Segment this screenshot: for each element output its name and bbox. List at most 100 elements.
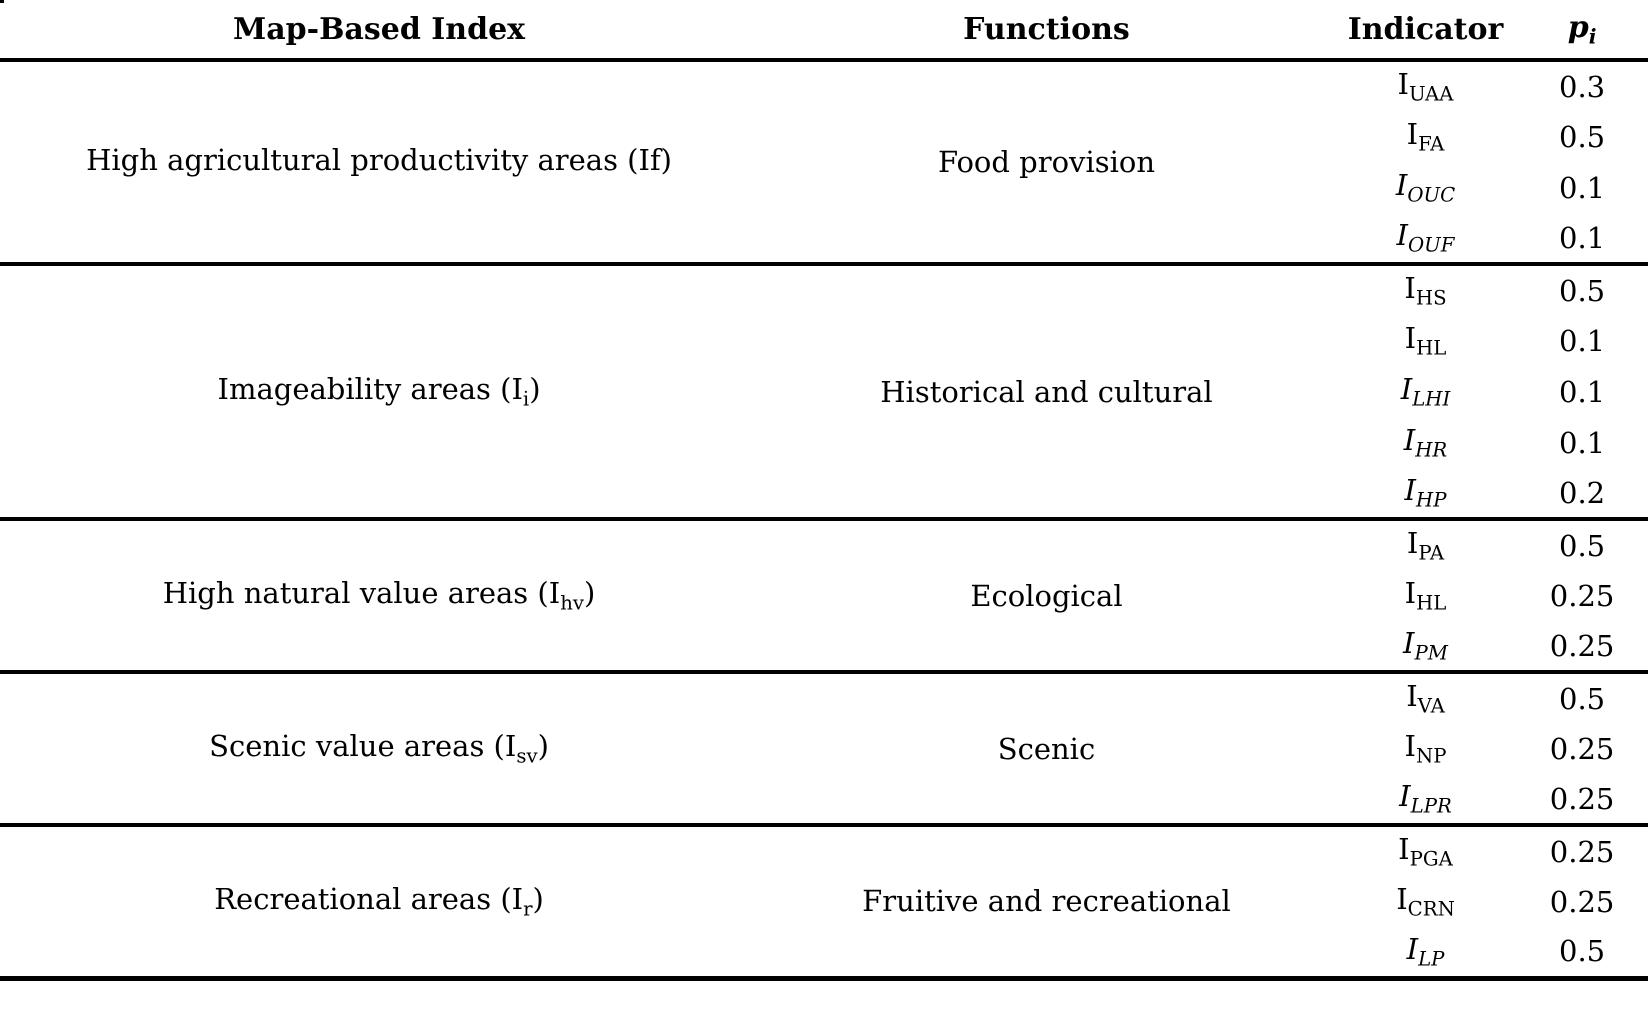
table-row: IHP 0.2 (0, 468, 1648, 519)
table-row: IPM 0.25 (0, 621, 1648, 672)
indicator-symbol: IFA (1406, 117, 1445, 156)
table-row: INP 0.25 (0, 723, 1648, 774)
index-label: Scenic value areas (Isv) (209, 729, 549, 768)
index-label: Recreational areas (Ir) (214, 882, 544, 921)
index-label: Imageability areas (Ii) (217, 372, 541, 411)
indicator-cell: IOUC (1335, 162, 1516, 213)
header-row: Map-Based Index Functions Indicator pi (0, 0, 1648, 62)
table-row: Scenic value areas (Isv) Scenic IVA 0.5 (0, 672, 1648, 767)
indicator-symbol: ILP (1406, 932, 1445, 971)
indicator-cell: IPA (1335, 519, 1516, 570)
index-cell: Scenic value areas (Isv) (0, 672, 758, 825)
weight-cell: 0.25 (1549, 884, 1615, 919)
indicator-cell: IUAA (1335, 60, 1516, 111)
weight-cell: 0.1 (1559, 425, 1606, 460)
indicator-cell: ILP (1335, 927, 1516, 978)
indicator-symbol: IHR (1403, 423, 1448, 462)
group-natural-value: High natural value areas (Ihv) Ecologica… (0, 519, 1648, 672)
function-cell: Historical and cultural (880, 374, 1213, 409)
indicator-symbol: ILPR (1399, 779, 1452, 818)
indicator-symbol: IHS (1404, 271, 1447, 310)
weight-cell: 0.5 (1559, 119, 1606, 154)
weight-cell: 0.25 (1549, 781, 1615, 816)
indicator-symbol: IHL (1404, 321, 1447, 360)
indicator-symbol: IOUF (1396, 218, 1455, 257)
indicator-symbol: IPA (1406, 526, 1445, 565)
table-row: IHR 0.1 (0, 417, 1648, 468)
weight-cell: 0.5 (1559, 273, 1606, 308)
table-row: High natural value areas (Ihv) Ecologica… (0, 519, 1648, 614)
index-cell: Imageability areas (Ii) (0, 264, 758, 519)
indicator-cell: IFA (1335, 111, 1516, 162)
indicator-symbol: IHP (1404, 473, 1447, 512)
table-row: Recreational areas (Ir) Fruitive and rec… (0, 825, 1648, 920)
weight-cell: 0.5 (1559, 528, 1606, 563)
indicator-symbol: IVA (1406, 679, 1445, 718)
indicator-cell: IPGA (1335, 825, 1516, 876)
indicator-cell: IHL (1335, 570, 1516, 621)
crop-artifact (0, 0, 4, 3)
weight-cell: 0.25 (1549, 731, 1615, 766)
group-agricultural: High agricultural productivity areas (If… (0, 60, 1648, 264)
weight-cell: 0.5 (1559, 681, 1606, 716)
indicator-symbol: IHL (1404, 576, 1447, 615)
indicator-symbol: IPGA (1398, 832, 1453, 871)
table-row: IOUF 0.1 (0, 213, 1648, 264)
indicator-cell: INP (1335, 723, 1516, 774)
function-cell: Fruitive and recreational (862, 884, 1231, 919)
weight-cell: 0.1 (1559, 220, 1606, 255)
table-row: Imageability areas (Ii) Historical and c… (0, 264, 1648, 410)
weight-cell: 0.1 (1559, 323, 1606, 358)
table-row: ILHI 0.1 (0, 366, 1648, 417)
table-row: High agricultural productivity areas (If… (0, 60, 1648, 179)
weights-table: Map-Based Index Functions Indicator pi H… (0, 0, 1648, 981)
indicator-symbol: IUAA (1397, 67, 1454, 106)
indicator-cell: IHR (1335, 417, 1516, 468)
weight-cell: 0.1 (1559, 374, 1606, 409)
function-cell: Food provision (937, 145, 1156, 179)
indicator-cell: IHL (1335, 315, 1516, 366)
weight-cell: 0.3 (1559, 69, 1606, 104)
table-row: ILP 0.5 (0, 927, 1648, 978)
indicator-cell: IOUF (1335, 213, 1516, 264)
function-cell: Scenic (997, 731, 1096, 766)
weight-cell: 0.25 (1549, 578, 1615, 613)
table-row: IHL 0.1 (0, 315, 1648, 366)
table-header: Map-Based Index Functions Indicator pi (0, 0, 1648, 62)
indicator-symbol: IOUC (1395, 168, 1456, 207)
indicator-symbol: ILHI (1400, 372, 1451, 411)
indicator-cell: IHS (1335, 264, 1516, 315)
index-cell: High agricultural productivity areas (If… (0, 60, 758, 264)
table-row: ICRN 0.25 (0, 876, 1648, 927)
weight-cell: 0.2 (1559, 475, 1606, 510)
weight-cell: 0.1 (1559, 170, 1606, 205)
index-label: High natural value areas (Ihv) (162, 576, 596, 615)
indicator-symbol: IPM (1403, 626, 1448, 665)
indicator-cell: IHP (1335, 468, 1516, 519)
indicator-cell: IPM (1335, 621, 1516, 672)
weight-cell: 0.25 (1549, 628, 1615, 663)
table-row: ILPR 0.25 (0, 774, 1648, 825)
function-cell: Ecological (970, 578, 1123, 613)
group-recreational: Recreational areas (Ir) Fruitive and rec… (0, 825, 1648, 978)
index-cell: High natural value areas (Ihv) (0, 519, 758, 672)
header-pi: pi (1516, 0, 1648, 62)
group-scenic-value: Scenic value areas (Isv) Scenic IVA 0.5 … (0, 672, 1648, 825)
weight-cell: 0.5 (1559, 934, 1606, 969)
indicator-cell: ICRN (1335, 876, 1516, 927)
indicator-cell: IVA (1335, 672, 1516, 723)
header-functions: Functions (758, 0, 1335, 62)
group-imageability: Imageability areas (Ii) Historical and c… (0, 264, 1648, 519)
indicator-cell: ILHI (1335, 366, 1516, 417)
indicator-symbol: ICRN (1396, 882, 1455, 921)
indicator-symbol: INP (1404, 729, 1447, 768)
header-map-based-index: Map-Based Index (0, 0, 759, 62)
index-cell: Recreational areas (Ir) (0, 825, 758, 978)
weight-cell: 0.25 (1549, 834, 1615, 869)
header-indicator: Indicator (1334, 0, 1517, 62)
table-row: IHL 0.25 (0, 570, 1648, 621)
table-row: IFA 0.5 (0, 111, 1648, 162)
table-row: IOUC 0.1 (0, 162, 1648, 213)
index-label: High agricultural productivity areas (If… (86, 142, 672, 177)
indicator-cell: ILPR (1335, 774, 1516, 825)
